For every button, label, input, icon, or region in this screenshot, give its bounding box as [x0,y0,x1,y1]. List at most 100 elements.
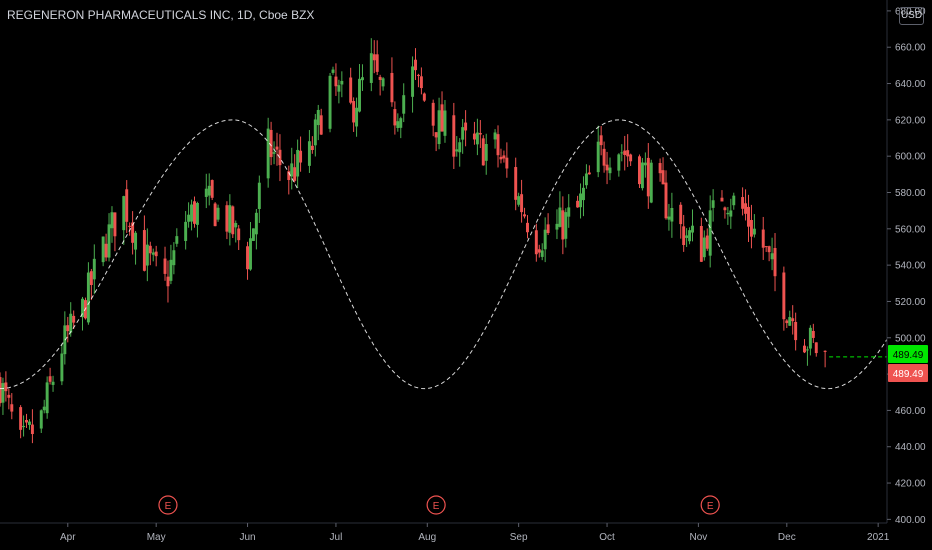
candle-body [319,115,323,135]
candle-body [805,349,809,351]
y-tick-label: 460.00 [895,406,926,417]
y-tick-label: 520.00 [895,297,926,308]
candle-body [419,76,423,89]
candle-body [60,353,64,382]
earnings-marker[interactable]: E [700,495,720,515]
candle-body [7,394,11,398]
candle-body [729,210,733,217]
candle-body [732,195,736,206]
candle-body [375,54,379,72]
candle-body [249,238,252,270]
candle-body [275,146,279,150]
candle-body [481,138,485,166]
candle-body [399,118,403,128]
candle-body [764,246,768,248]
candle-body [564,212,568,239]
earnings-marker[interactable]: E [158,495,178,515]
candle-body [505,157,509,169]
candle-body [664,182,668,219]
candle-body [422,93,426,101]
candle-body [472,133,476,140]
candle-body [667,216,671,220]
candle-body [623,150,627,156]
y-tick-label: 440.00 [895,442,926,453]
candle-body [567,207,571,217]
candle-body [337,85,341,92]
earnings-letter: E [165,501,172,512]
x-tick-label: Oct [599,532,615,543]
x-tick-label: 2021 [867,532,890,543]
candle-body [726,212,730,215]
candle-body [331,69,335,73]
y-tick-label: 620.00 [895,115,926,126]
candle-body [579,193,583,208]
candle-body [316,109,320,126]
time-axis: Apr May Jun Jul Aug Sep Oct Nov Dec 2021 [60,523,890,543]
candle-body [10,404,14,412]
candle-body [823,350,827,352]
candle-body [803,345,806,353]
candle-body [702,237,706,258]
candle-body [658,163,662,174]
candle-body [440,104,444,132]
earnings-marker[interactable]: E [426,495,446,515]
candle-body [30,424,34,435]
candle-body [254,212,258,235]
candle-body [767,246,771,253]
candle-body [187,214,191,222]
candle-body [42,406,46,411]
candle-body [788,317,792,326]
y-tick-label: 420.00 [895,479,926,490]
candle-body [814,342,818,354]
candle-body [782,272,786,320]
last-price-green-text: 489.49 [893,350,924,361]
candle-body [163,258,167,274]
candle-body [794,321,798,341]
candle-body [22,425,26,428]
candle-body [596,141,600,173]
candle-body [169,259,173,281]
currency-button[interactable]: USD [899,7,924,25]
candle-body [213,203,217,227]
candle-body [131,222,135,243]
y-tick-label: 640.00 [895,79,926,90]
candle-body [231,206,235,235]
candle-body [390,72,394,103]
candle-body [225,205,229,232]
candle-body [328,75,332,129]
candle-body [107,224,111,258]
candle-body [584,173,588,186]
candle-body [620,152,624,154]
cycle-curve [0,119,888,390]
candle-body [234,223,238,228]
candle-body [708,210,712,256]
candle-body [101,236,105,263]
candle-body [246,246,250,270]
y-tick-label: 540.00 [895,261,926,272]
candle-body [204,188,208,197]
candle-body [520,194,524,213]
y-tick-label: 580.00 [895,188,926,199]
candle-body [25,419,28,423]
candle-body [142,230,146,271]
candle-body [393,109,397,126]
candle-body [475,132,479,145]
candle-body [452,115,456,157]
candle-body [293,167,297,181]
candle-body [113,212,117,237]
candle-body [154,251,158,257]
candle-body [166,276,170,287]
candle-body [175,236,179,244]
candle-body [352,101,356,123]
candle-body [358,78,361,112]
candle-body [372,54,376,61]
candle-body [89,271,93,286]
candle-body [402,95,406,114]
candle-body [411,66,415,97]
candle-body [720,197,724,202]
candle-body [744,203,748,214]
candle-body [228,205,232,233]
candle-body [699,226,703,262]
candle-body [649,162,653,203]
